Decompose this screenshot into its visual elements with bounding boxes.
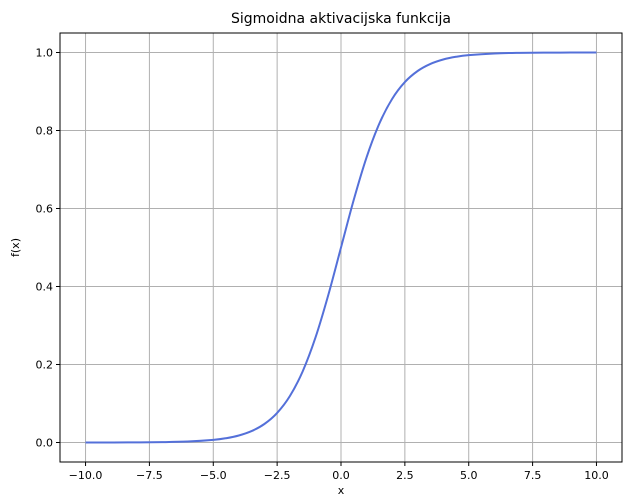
x-axis-ticks: −10.0 −7.5 −5.0 −2.5 0.0 2.5 5.0 7.5 10.0 (69, 462, 609, 482)
y-tick-label: 0.4 (36, 281, 54, 294)
y-tick-label: 0.8 (36, 125, 54, 138)
y-axis-label: f(x) (9, 238, 22, 257)
x-tick-label: 2.5 (396, 469, 414, 482)
x-tick-label: 10.0 (584, 469, 609, 482)
x-axis-label: x (338, 484, 345, 497)
y-axis-ticks: 0.0 0.2 0.4 0.6 0.8 1.0 (36, 47, 60, 450)
x-tick-label: 5.0 (460, 469, 478, 482)
x-tick-label: −2.5 (264, 469, 291, 482)
x-tick-label: 7.5 (524, 469, 542, 482)
y-tick-label: 0.6 (36, 203, 54, 216)
y-tick-label: 0.2 (36, 359, 54, 372)
x-tick-label: −7.5 (136, 469, 163, 482)
x-tick-label: −10.0 (69, 469, 103, 482)
y-tick-label: 0.0 (36, 437, 54, 450)
x-tick-label: 0.0 (332, 469, 350, 482)
sigmoid-line (85, 51, 597, 444)
x-tick-label: −5.0 (200, 469, 227, 482)
chart-title: Sigmoidna aktivacijska funkcija (231, 11, 451, 27)
y-tick-label: 1.0 (36, 47, 54, 60)
series-layer (85, 51, 597, 444)
